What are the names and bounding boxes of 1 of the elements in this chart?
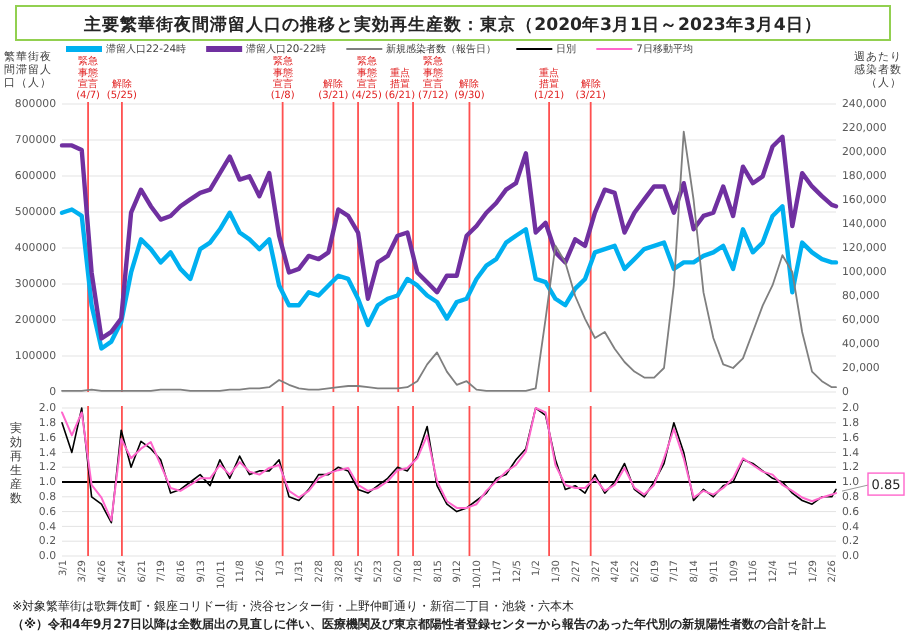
chart-title: 主要繁華街夜間滞留人口の推移と実効再生産数：東京（2020年3月1日～2023年3月4日） (82, 14, 822, 36)
